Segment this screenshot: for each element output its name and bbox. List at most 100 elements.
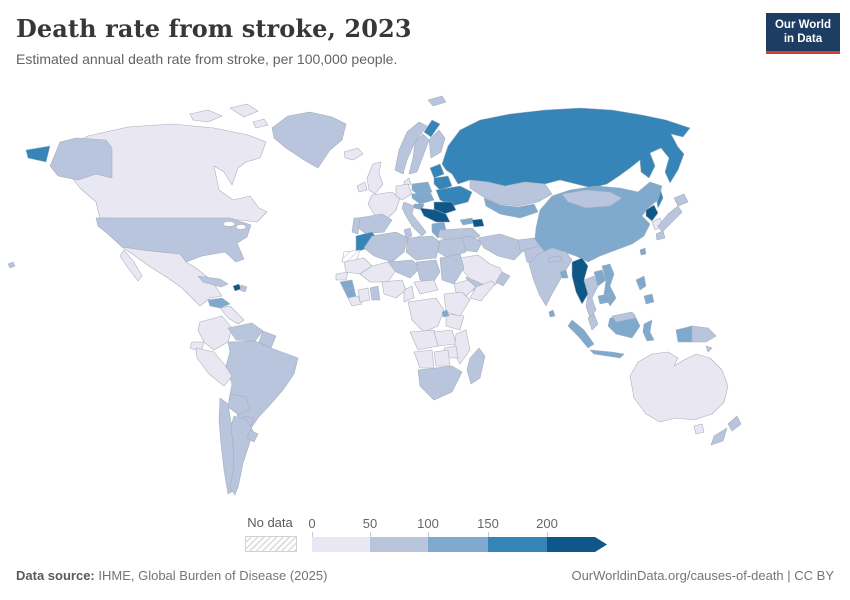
country-central-europe[interactable] [411,191,435,205]
country-russia[interactable] [25,145,51,163]
owid-logo[interactable]: Our World in Data [765,13,840,54]
country-ghana[interactable] [369,285,381,301]
country-norway[interactable] [394,121,428,175]
country-japan[interactable] [655,230,666,241]
country-indonesia[interactable] [642,319,655,342]
country-oman[interactable] [495,271,511,287]
country-algeria[interactable] [363,231,409,263]
country-italy[interactable] [401,201,427,237]
legend-segment-50-100[interactable] [370,537,428,552]
country-rwanda[interactable] [441,309,450,318]
country-ivory-coast[interactable] [357,287,371,303]
country-baltics[interactable] [429,163,445,179]
country-cuba[interactable] [197,275,229,288]
country-iceland[interactable] [343,147,364,161]
country-canada[interactable] [229,103,259,118]
country-azerbaijan[interactable] [471,218,485,228]
country-drc[interactable] [407,297,445,333]
country-guatemala[interactable] [207,297,231,309]
country-balkans[interactable] [419,207,451,223]
country-guyana[interactable] [258,330,277,349]
legend-no-data-swatch[interactable] [245,536,297,552]
country-usa[interactable] [7,261,16,269]
country-taiwan[interactable] [639,247,647,256]
country-thailand[interactable] [583,275,599,319]
country-tunisia[interactable] [403,227,413,239]
country-zambia[interactable] [433,329,457,347]
legend-segment-200-plus-arrow[interactable] [547,537,607,552]
country-indonesia[interactable] [675,325,693,343]
country-sierra-leone[interactable] [343,287,357,299]
country-malaysia[interactable] [611,311,637,323]
country-mongolia[interactable] [561,189,623,209]
country-usa[interactable] [49,137,113,181]
country-libya[interactable] [405,235,441,261]
country-belarus[interactable] [433,175,453,191]
country-japan[interactable] [673,193,689,207]
country-malaysia[interactable] [587,313,599,331]
country-solomon[interactable] [705,345,713,353]
country-mexico[interactable] [119,249,143,282]
country-uruguay[interactable] [246,429,259,443]
legend-segment-150-200[interactable] [488,537,547,552]
country-portugal[interactable] [351,217,361,235]
country-sudan[interactable] [439,253,465,285]
country-central-america[interactable] [219,305,245,325]
country-kazakhstan[interactable] [469,179,553,207]
country-south-africa[interactable] [417,365,463,401]
country-france[interactable] [367,191,401,221]
country-new-zealand[interactable] [727,415,742,432]
country-usa[interactable] [95,217,252,263]
country-russia[interactable] [423,119,441,138]
country-iran[interactable] [477,233,525,261]
country-peru[interactable] [195,347,233,387]
country-new-zealand[interactable] [710,427,728,446]
country-ethiopia[interactable] [453,279,477,297]
country-tanzania[interactable] [445,313,465,331]
country-angola[interactable] [409,329,439,351]
country-japan[interactable] [657,205,683,233]
country-niger[interactable] [387,259,421,279]
country-nigeria[interactable] [381,279,407,299]
country-north-korea[interactable] [645,204,659,222]
country-central-asia[interactable] [483,197,539,219]
country-cameroon[interactable] [403,285,415,303]
country-indonesia[interactable] [567,319,595,349]
legend-segment-100-150[interactable] [428,537,488,552]
country-nepal[interactable] [547,255,563,263]
country-namibia[interactable] [413,349,435,369]
country-dominican-republic[interactable] [239,284,248,293]
country-ukraine[interactable] [435,185,473,207]
country-mexico[interactable] [121,246,223,307]
country-east-africa[interactable] [443,291,471,317]
country-botswana[interactable] [433,349,451,367]
country-somalia[interactable] [469,280,496,302]
country-argentina[interactable] [229,415,254,496]
country-cambodia[interactable] [597,293,611,305]
country-china[interactable] [533,181,663,263]
country-ireland[interactable] [356,181,368,193]
country-sri-lanka[interactable] [548,309,556,318]
country-australia[interactable] [629,351,729,423]
country-philippines[interactable] [643,293,655,305]
country-norway[interactable] [427,95,447,107]
country-romania[interactable] [433,201,457,215]
country-finland[interactable] [428,129,446,159]
country-germany[interactable] [395,183,413,201]
country-chad[interactable] [415,259,441,285]
country-colombia[interactable] [197,315,233,351]
country-australia[interactable] [693,423,705,435]
country-indonesia[interactable] [589,349,625,359]
country-russia[interactable] [441,107,691,189]
country-philippines[interactable] [635,275,647,291]
country-greenland[interactable] [271,111,347,169]
country-senegal[interactable] [335,271,349,281]
country-png[interactable] [691,325,717,343]
country-liberia[interactable] [347,295,363,307]
legend-segment-0-50[interactable] [312,537,370,552]
country-bangladesh[interactable] [559,269,569,279]
country-madagascar[interactable] [466,347,486,385]
country-canada[interactable] [189,109,223,123]
country-venezuela[interactable] [227,322,264,342]
country-india[interactable] [528,247,573,307]
